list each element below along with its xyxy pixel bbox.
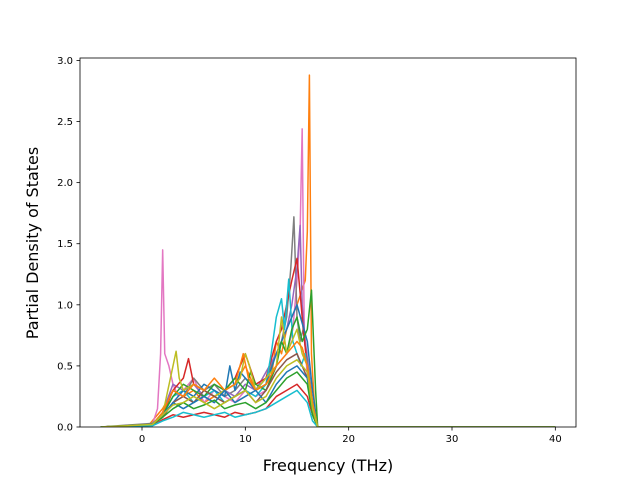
x-axis-label: Frequency (THz) [263, 456, 393, 475]
series-line-1 [100, 74, 556, 427]
y-tick-label: 2.5 [57, 117, 73, 128]
y-tick-label: 0.0 [57, 423, 73, 434]
series-line-12 [100, 365, 556, 427]
series-line-11 [100, 340, 556, 427]
y-tick-label: 3.0 [57, 56, 73, 67]
y-tick-label: 2.0 [57, 178, 73, 189]
x-tick-label: 40 [549, 434, 562, 445]
y-tick-label: 1.0 [57, 300, 73, 311]
series-line-4 [100, 224, 556, 427]
series-line-16 [100, 359, 556, 427]
series-line-15 [100, 389, 556, 427]
y-axis-label: Partial Density of States [23, 147, 42, 339]
series-line-5 [100, 257, 556, 427]
axes-frame [79, 57, 577, 428]
series-line-8 [100, 289, 556, 427]
x-tick-label: 20 [342, 434, 355, 445]
y-axis-ticks: 0.0 0.5 1.0 1.5 2.0 2.5 3.0 [57, 56, 80, 434]
y-tick-label: 1.5 [57, 239, 73, 250]
x-axis-ticks: 0 10 20 30 40 [139, 427, 562, 445]
series-layer [100, 74, 556, 427]
series-line-9 [100, 316, 556, 427]
y-tick-label: 0.5 [57, 361, 73, 372]
plot-frame [79, 57, 577, 428]
series-line-14 [100, 371, 556, 427]
series-line-13 [100, 383, 556, 427]
x-tick-label: 30 [446, 434, 459, 445]
x-tick-label: 0 [139, 434, 145, 445]
x-tick-label: 10 [239, 434, 252, 445]
